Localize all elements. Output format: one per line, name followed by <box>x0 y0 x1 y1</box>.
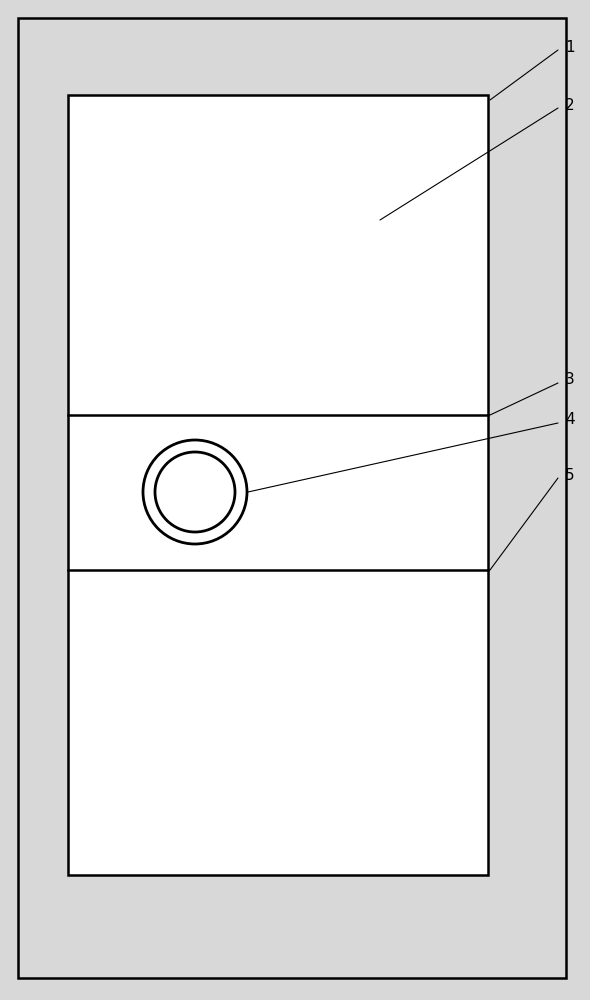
Circle shape <box>143 440 247 544</box>
Circle shape <box>155 452 235 532</box>
Text: 1: 1 <box>565 40 575 55</box>
Text: 3: 3 <box>565 372 575 387</box>
Bar <box>68 95 488 875</box>
Text: 4: 4 <box>565 412 575 428</box>
Text: 5: 5 <box>565 468 575 483</box>
Text: 2: 2 <box>565 98 575 112</box>
